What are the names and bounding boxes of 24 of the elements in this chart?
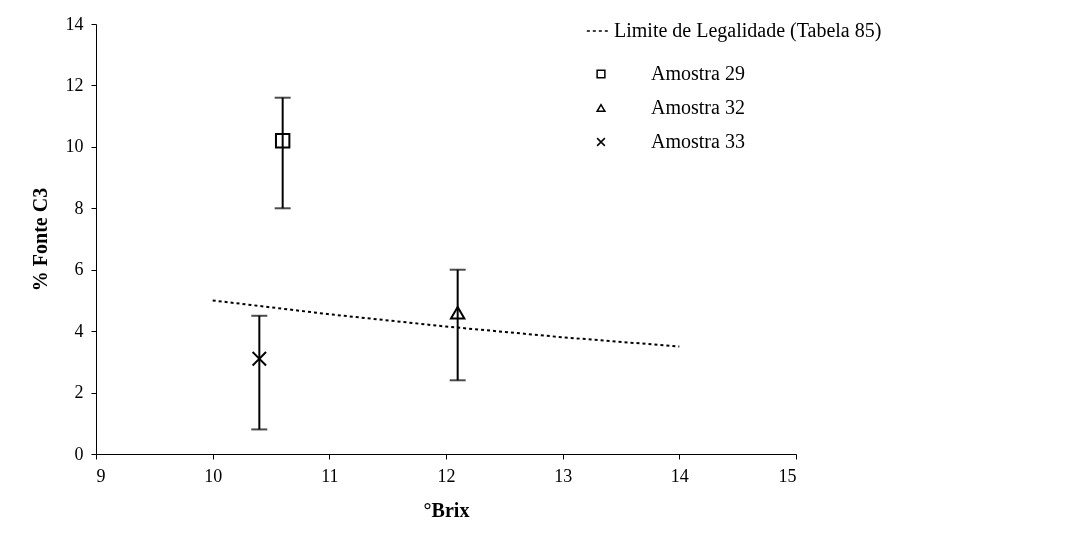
y-tick-label: 2 (74, 382, 84, 403)
y-tick-label: 14 (65, 13, 84, 34)
legend-label: Amostra 32 (651, 96, 745, 118)
y-tick-label: 6 (74, 259, 84, 280)
x-axis-title: °Brix (423, 498, 470, 521)
y-tick-label: 10 (65, 136, 84, 157)
x-tick-label: 9 (96, 465, 106, 486)
x-tick-label: 12 (437, 465, 456, 486)
x-tick-label: 14 (670, 465, 689, 486)
y-axis-title: % Fonte C3 (28, 187, 51, 292)
legend-label: Amostra 33 (651, 130, 745, 152)
y-tick-label: 12 (65, 74, 84, 95)
point (274, 133, 291, 149)
x-tick-label: 11 (321, 465, 339, 486)
point (251, 351, 268, 367)
x-tick-label: 15 (778, 465, 797, 486)
x-tick-label: 13 (554, 465, 573, 486)
legend-label: Amostra 29 (651, 62, 745, 84)
y-tick-label: 4 (74, 320, 84, 341)
legend-label: Limite de Legalidade (Tabela 85) (614, 19, 882, 42)
x-tick-label: 10 (204, 465, 223, 486)
point (449, 305, 466, 320)
y-tick-label: 8 (74, 197, 84, 218)
y-tick-label: 0 (74, 443, 84, 464)
